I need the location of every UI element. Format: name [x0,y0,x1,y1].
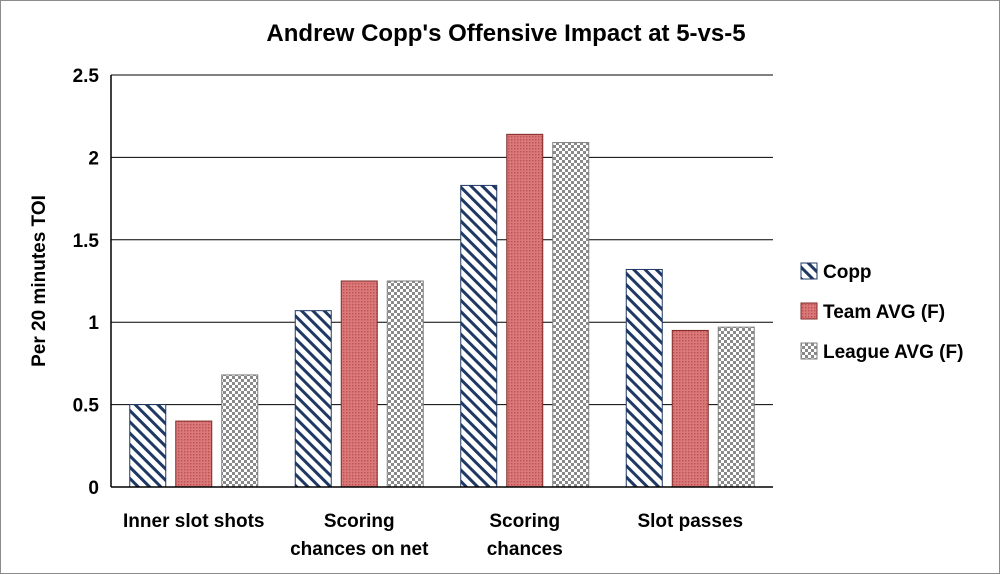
y-tick-label: 2.5 [73,66,100,87]
bar-league-avg-f [552,142,590,488]
legend-swatch [800,342,818,360]
chart-title: Andrew Copp's Offensive Impact at 5-vs-5 [266,20,745,47]
bar-team-avg-f [175,420,213,488]
x-category-label: Slot passes [637,511,743,532]
x-axis-labels: Inner slot shots Scoring chances on net Sco… [123,511,743,560]
legend-label: Copp [823,262,872,283]
y-tick-label: 1.5 [73,231,100,252]
y-tick-label: 0.5 [73,396,100,417]
legend-swatch [800,262,818,280]
legend-label: League AVG (F) [823,342,963,363]
bar-league-avg-f [221,374,259,488]
x-category-label: Scoring chances [487,511,563,560]
y-tick-label: 0 [88,478,99,499]
legend: Copp Team AVG (F) League AVG (F) [800,262,963,363]
y-tick-label: 2 [88,148,99,169]
x-category-label: Inner slot shots [123,511,264,532]
bar-copp [294,310,332,488]
y-axis-title: Per 20 minutes TOI [29,195,50,367]
y-tick-label: 1 [88,313,99,334]
bar-copp [129,404,167,488]
bar-copp [460,184,498,488]
bars [129,133,755,488]
legend-label: Team AVG (F) [823,302,945,323]
bar-team-avg-f [671,329,709,488]
bar-team-avg-f [506,133,544,488]
y-axis-ticks: 0 0.5 1 1.5 2 2.5 [73,66,100,499]
bar-league-avg-f [717,326,755,488]
bar-team-avg-f [340,280,378,488]
x-category-label: Scoring chances on net [290,511,429,560]
bar-copp [625,268,663,488]
legend-swatch [800,302,818,320]
bar-league-avg-f [386,280,424,488]
